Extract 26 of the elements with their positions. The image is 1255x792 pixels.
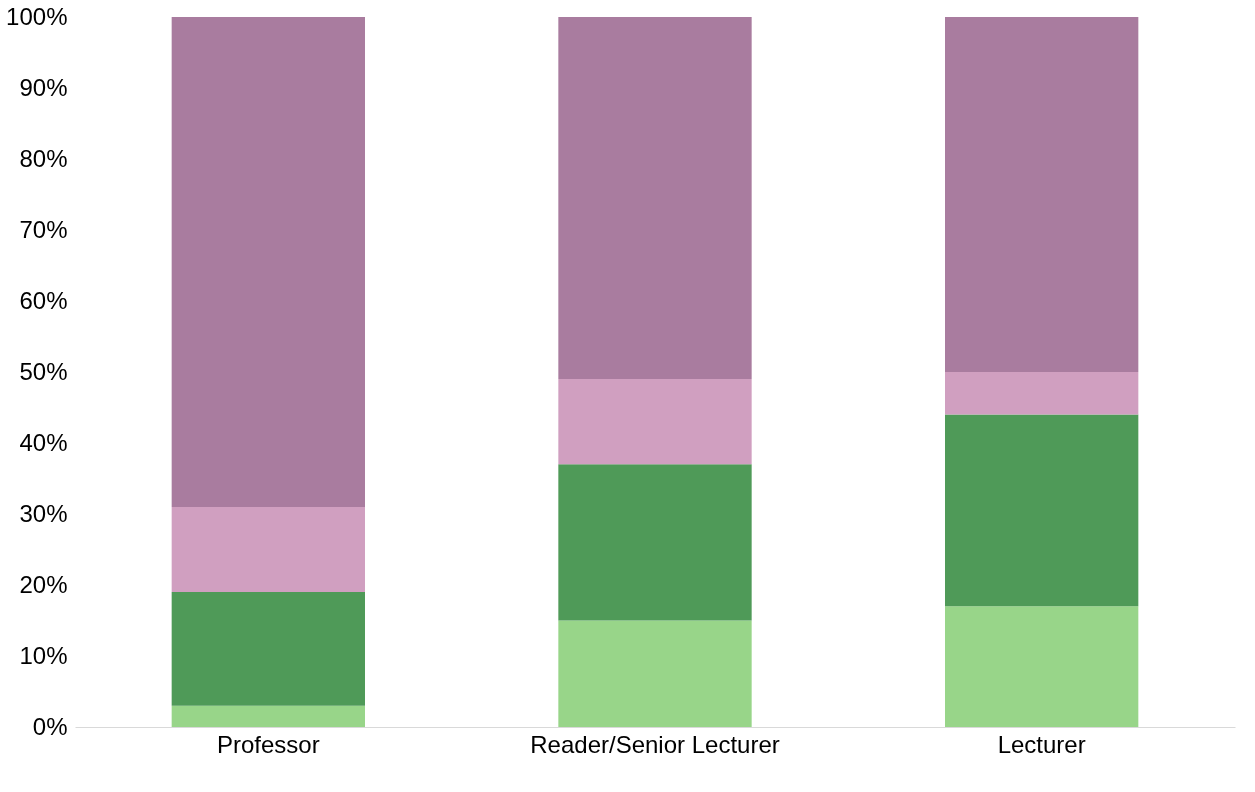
bar (945, 372, 1139, 415)
x-tick-label: Professor (216, 730, 320, 758)
x-tick-label: Reader/Senior Lecturer (530, 730, 780, 758)
y-tick-label: 90% (19, 73, 68, 101)
y-tick-label: 10% (19, 641, 68, 669)
y-tick-label: 40% (19, 428, 68, 456)
bar (945, 414, 1139, 607)
bar (171, 17, 365, 507)
bar (558, 464, 752, 621)
bar (171, 506, 365, 593)
bar (171, 705, 365, 727)
bar (558, 379, 752, 465)
y-tick-label: 30% (19, 499, 68, 527)
y-tick-label: 70% (19, 215, 68, 243)
x-tick-label: Lecturer (997, 730, 1086, 758)
bar (945, 606, 1139, 727)
bar (171, 592, 365, 706)
y-tick-label: 60% (19, 286, 68, 314)
bar (558, 620, 752, 727)
y-tick-label: 100% (6, 2, 68, 30)
bar (945, 17, 1139, 372)
bar (558, 17, 752, 380)
y-tick-label: 50% (19, 357, 68, 385)
y-tick-label: 20% (19, 570, 68, 598)
y-tick-label: 80% (19, 144, 68, 172)
y-tick-label: 0% (32, 712, 68, 740)
